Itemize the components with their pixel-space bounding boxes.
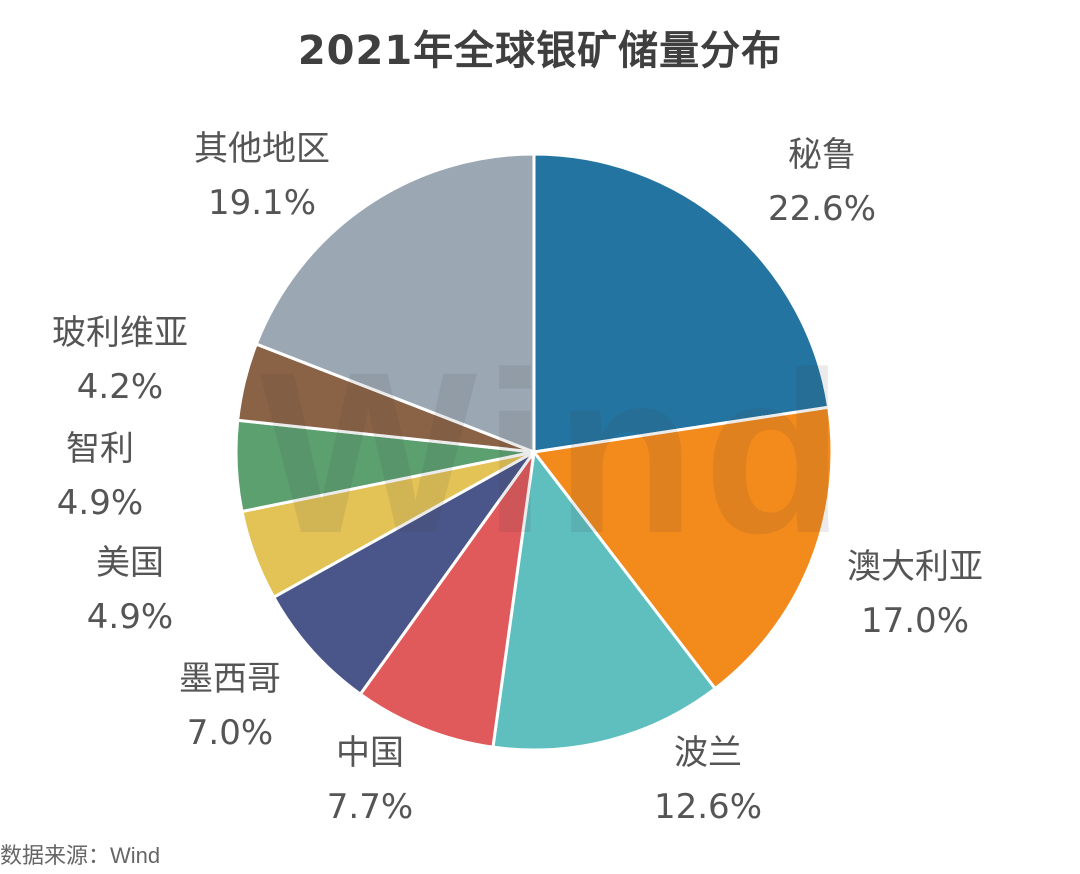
slice-label-chile: 智利 4.9% xyxy=(30,422,170,530)
slice-percent: 7.0% xyxy=(186,713,274,753)
slice-name: 波兰 xyxy=(674,733,742,773)
slice-name: 中国 xyxy=(336,733,404,773)
slice-name: 玻利维亚 xyxy=(52,313,188,353)
slice-name: 澳大利亚 xyxy=(847,547,983,587)
pie-slice-1 xyxy=(532,405,834,691)
slice-label-mexico: 墨西哥 7.0% xyxy=(160,652,300,760)
source-note: 数据来源：Wind xyxy=(0,843,161,868)
slice-label-china: 中国 7.7% xyxy=(300,726,440,834)
slice-label-other: 其他地区 19.1% xyxy=(172,122,352,230)
pie-slice-2 xyxy=(491,450,717,752)
slice-label-bolivia: 玻利维亚 4.2% xyxy=(30,306,210,414)
pie-slice-3 xyxy=(358,450,536,749)
slice-label-usa: 美国 4.9% xyxy=(60,536,200,644)
slice-percent: 4.9% xyxy=(86,597,174,637)
slice-percent: 22.6% xyxy=(767,189,876,229)
slice-label-australia: 澳大利亚 17.0% xyxy=(830,540,1000,648)
pie-slice-0 xyxy=(532,152,831,454)
pie-slice-8 xyxy=(254,152,536,454)
slice-name: 秘鲁 xyxy=(788,135,856,175)
slice-name: 墨西哥 xyxy=(179,659,281,699)
slice-percent: 7.7% xyxy=(326,787,414,827)
slice-label-poland: 波兰 12.6% xyxy=(628,726,788,834)
pie-slice-4 xyxy=(272,450,536,696)
chart-title: 2021年全球银矿储量分布 xyxy=(297,28,783,74)
slice-name: 美国 xyxy=(96,543,164,583)
slice-label-peru: 秘鲁 22.6% xyxy=(742,128,902,236)
slice-percent: 4.2% xyxy=(76,367,164,407)
slice-percent: 19.1% xyxy=(207,183,316,223)
slice-name: 其他地区 xyxy=(194,129,330,169)
slice-percent: 12.6% xyxy=(653,787,762,827)
slice-name: 智利 xyxy=(66,429,134,469)
slice-percent: 4.9% xyxy=(56,483,144,523)
slice-percent: 17.0% xyxy=(860,601,969,641)
